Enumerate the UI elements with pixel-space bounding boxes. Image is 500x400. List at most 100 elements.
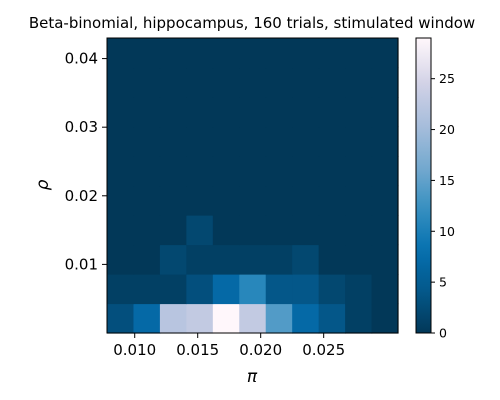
heatmap-cell <box>345 156 373 187</box>
y-tick-label: 0.03 <box>65 118 98 136</box>
heatmap-cell <box>212 156 240 187</box>
colorbar-tick-label: 15 <box>439 173 455 188</box>
heatmap-cell <box>371 185 399 216</box>
heatmap-cell <box>371 156 399 187</box>
heatmap-cell <box>133 274 161 305</box>
heatmap-cell <box>186 38 214 69</box>
heatmap-cell <box>265 67 293 98</box>
plot-frame <box>106 37 399 334</box>
heatmap-cell <box>212 97 240 128</box>
heatmap-cell <box>371 274 399 305</box>
heatmap-cell <box>239 97 267 128</box>
x-tick-label: 0.015 <box>176 341 219 359</box>
heatmap-cell <box>239 244 267 275</box>
heatmap-cell <box>345 67 373 98</box>
heatmap-cell <box>318 156 346 187</box>
heatmap-cell <box>265 156 293 187</box>
heatmap-cell <box>239 303 267 334</box>
chart-title: Beta-binomial, hippocampus, 160 trials, … <box>29 14 475 32</box>
colorbar-axis: 0 5 10 15 20 25 <box>431 71 455 341</box>
heatmap-cell <box>371 67 399 98</box>
heatmap-cell <box>318 38 346 69</box>
heatmap-cell <box>345 215 373 246</box>
heatmap-cell <box>265 38 293 69</box>
heatmap-cell <box>107 38 135 69</box>
colorbar-frame <box>415 37 432 334</box>
heatmap-cell <box>159 185 187 216</box>
heatmap-cell <box>107 244 135 275</box>
heatmap-cell <box>239 185 267 216</box>
colorbar-tick-label: 10 <box>439 224 455 239</box>
heatmap-cell <box>107 67 135 98</box>
heatmap-cell <box>159 215 187 246</box>
heatmap-cell <box>345 38 373 69</box>
heatmap-cell <box>371 126 399 157</box>
heatmap-cell <box>318 67 346 98</box>
heatmap-cell <box>133 67 161 98</box>
heatmap-cell <box>371 303 399 334</box>
heatmap-cell <box>318 274 346 305</box>
heatmap-cell <box>318 185 346 216</box>
heatmap-cell <box>212 38 240 69</box>
heatmap-cell <box>292 38 320 69</box>
heatmap-cell <box>239 156 267 187</box>
heatmap-cell <box>186 97 214 128</box>
heatmap-cell <box>265 274 293 305</box>
heatmap-cell <box>345 274 373 305</box>
heatmap-cell <box>186 244 214 275</box>
heatmap-cell <box>292 244 320 275</box>
heatmap-cell <box>318 303 346 334</box>
heatmap-cell <box>159 67 187 98</box>
heatmap-cell <box>345 185 373 216</box>
heatmap-cell <box>186 126 214 157</box>
heatmap-cell <box>186 185 214 216</box>
heatmap-cell <box>159 244 187 275</box>
heatmap-cell <box>239 67 267 98</box>
colorbar-tick-label: 0 <box>439 326 447 341</box>
x-axis: 0.010 0.015 0.020 0.025 <box>113 333 345 359</box>
x-tick-label: 0.010 <box>113 341 156 359</box>
heatmap-cell <box>159 303 187 334</box>
heatmap-cell <box>292 156 320 187</box>
heatmap-cell <box>371 38 399 69</box>
heatmap-cell <box>265 185 293 216</box>
heatmap-cell <box>265 244 293 275</box>
y-tick-label: 0.01 <box>65 255 98 273</box>
y-tick-label: 0.02 <box>65 187 98 205</box>
heatmap-cell <box>212 215 240 246</box>
heatmap-cell <box>292 97 320 128</box>
heatmap-cell <box>107 274 135 305</box>
heatmap-cell <box>371 215 399 246</box>
heatmap-cell <box>159 38 187 69</box>
heatmap-cell <box>345 244 373 275</box>
heatmap-cell <box>133 303 161 334</box>
heatmap-cell <box>212 126 240 157</box>
heatmap-cell <box>371 97 399 128</box>
heatmap-cell <box>371 244 399 275</box>
x-tick-label: 0.020 <box>239 341 282 359</box>
heatmap-cell <box>159 156 187 187</box>
heatmap-cell <box>107 126 135 157</box>
heatmap-cell <box>186 274 214 305</box>
heatmap-cell <box>107 185 135 216</box>
heatmap-cell <box>212 67 240 98</box>
heatmap-cell <box>265 303 293 334</box>
x-tick-label: 0.025 <box>302 341 345 359</box>
heatmap-cell <box>133 215 161 246</box>
heatmap-cell <box>239 38 267 69</box>
heatmap-cell <box>265 215 293 246</box>
heatmap-cell <box>292 274 320 305</box>
heatmap-cell <box>133 185 161 216</box>
y-tick-label: 0.04 <box>65 50 98 68</box>
heatmap-cell <box>318 97 346 128</box>
heatmap-cell <box>159 126 187 157</box>
heatmap-cell <box>292 185 320 216</box>
heatmap-cell <box>133 156 161 187</box>
heatmap-cells <box>107 38 399 334</box>
heatmap-cell <box>265 126 293 157</box>
heatmap-cell <box>292 303 320 334</box>
heatmap-cell <box>318 244 346 275</box>
heatmap-cell <box>107 215 135 246</box>
heatmap-cell <box>107 97 135 128</box>
